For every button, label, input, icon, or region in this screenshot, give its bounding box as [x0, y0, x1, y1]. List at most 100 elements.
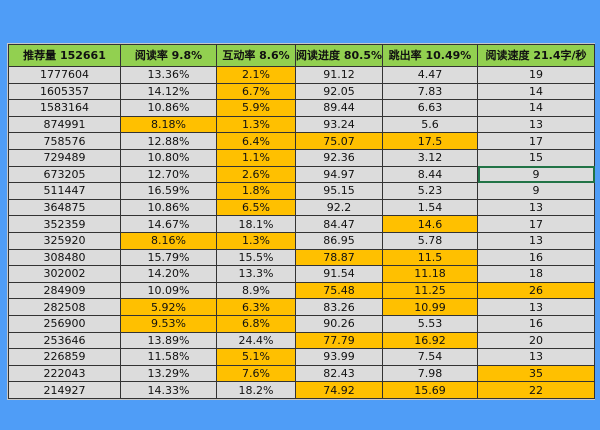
cell-interact-rate[interactable]: 2.6%: [216, 165, 296, 184]
cell-read-progress[interactable]: 91.54: [295, 265, 383, 283]
cell-interact-rate[interactable]: 6.5%: [216, 198, 296, 217]
cell-recommend[interactable]: 284909: [8, 281, 121, 300]
cell-recommend[interactable]: 1605357: [8, 82, 121, 101]
cell-read-progress[interactable]: 84.47: [295, 215, 383, 233]
cell-interact-rate[interactable]: 5.1%: [216, 348, 296, 366]
cell-interact-rate[interactable]: 1.3%: [216, 231, 296, 250]
cell-bounce-rate[interactable]: 5.23: [382, 182, 478, 200]
cell-read-progress[interactable]: 92.36: [295, 148, 383, 167]
cell-read-progress[interactable]: 92.05: [295, 82, 383, 101]
cell-read-progress[interactable]: 82.43: [295, 364, 383, 383]
cell-recommend[interactable]: 282508: [8, 298, 121, 316]
cell-recommend[interactable]: 352359: [8, 215, 121, 233]
cell-recommend[interactable]: 302002: [8, 265, 121, 283]
cell-recommend[interactable]: 226859: [8, 348, 121, 366]
cell-bounce-rate[interactable]: 6.63: [382, 99, 478, 117]
cell-recommend[interactable]: 222043: [8, 364, 121, 383]
cell-recommend[interactable]: 1583164: [8, 99, 121, 117]
column-header-interact-rate[interactable]: 互动率 8.6%: [216, 44, 296, 67]
cell-read-speed[interactable]: 22: [477, 381, 595, 399]
cell-read-rate[interactable]: 12.88%: [120, 132, 217, 150]
cell-bounce-rate[interactable]: 8.44: [382, 165, 478, 184]
cell-recommend[interactable]: 1777604: [8, 66, 121, 84]
cell-bounce-rate[interactable]: 17.5: [382, 132, 478, 150]
cell-read-progress[interactable]: 91.12: [295, 66, 383, 84]
cell-read-rate[interactable]: 15.79%: [120, 248, 217, 267]
cell-read-rate[interactable]: 13.36%: [120, 66, 217, 84]
cell-interact-rate[interactable]: 6.3%: [216, 298, 296, 316]
cell-bounce-rate[interactable]: 5.53: [382, 314, 478, 333]
cell-read-rate[interactable]: 14.33%: [120, 381, 217, 399]
cell-read-progress[interactable]: 77.79: [295, 331, 383, 350]
cell-read-rate[interactable]: 10.86%: [120, 198, 217, 217]
cell-interact-rate[interactable]: 24.4%: [216, 331, 296, 350]
cell-read-progress[interactable]: 75.48: [295, 281, 383, 300]
cell-read-speed[interactable]: 9: [477, 165, 595, 184]
cell-bounce-rate[interactable]: 15.69: [382, 381, 478, 399]
cell-recommend[interactable]: 758576: [8, 132, 121, 150]
cell-read-speed[interactable]: 16: [477, 248, 595, 267]
cell-read-speed[interactable]: 13: [477, 115, 595, 134]
cell-bounce-rate[interactable]: 11.18: [382, 265, 478, 283]
cell-recommend[interactable]: 256900: [8, 314, 121, 333]
cell-read-rate[interactable]: 16.59%: [120, 182, 217, 200]
cell-read-rate[interactable]: 14.20%: [120, 265, 217, 283]
cell-bounce-rate[interactable]: 11.5: [382, 248, 478, 267]
cell-bounce-rate[interactable]: 10.99: [382, 298, 478, 316]
cell-recommend[interactable]: 325920: [8, 231, 121, 250]
cell-read-speed[interactable]: 26: [477, 281, 595, 300]
cell-bounce-rate[interactable]: 16.92: [382, 331, 478, 350]
cell-read-speed[interactable]: 18: [477, 265, 595, 283]
cell-read-speed[interactable]: 13: [477, 298, 595, 316]
cell-bounce-rate[interactable]: 7.98: [382, 364, 478, 383]
cell-interact-rate[interactable]: 8.9%: [216, 281, 296, 300]
cell-read-rate[interactable]: 10.80%: [120, 148, 217, 167]
cell-bounce-rate[interactable]: 5.6: [382, 115, 478, 134]
cell-bounce-rate[interactable]: 3.12: [382, 148, 478, 167]
cell-bounce-rate[interactable]: 4.47: [382, 66, 478, 84]
cell-read-progress[interactable]: 78.87: [295, 248, 383, 267]
cell-interact-rate[interactable]: 15.5%: [216, 248, 296, 267]
cell-read-progress[interactable]: 86.95: [295, 231, 383, 250]
cell-recommend[interactable]: 364875: [8, 198, 121, 217]
column-header-recommend[interactable]: 推荐量 152661: [8, 44, 121, 67]
cell-read-progress[interactable]: 90.26: [295, 314, 383, 333]
cell-read-speed[interactable]: 17: [477, 132, 595, 150]
cell-interact-rate[interactable]: 1.1%: [216, 148, 296, 167]
cell-read-speed[interactable]: 14: [477, 82, 595, 101]
cell-read-rate[interactable]: 8.16%: [120, 231, 217, 250]
cell-read-rate[interactable]: 12.70%: [120, 165, 217, 184]
cell-read-speed[interactable]: 16: [477, 314, 595, 333]
cell-read-progress[interactable]: 89.44: [295, 99, 383, 117]
cell-read-speed[interactable]: 14: [477, 99, 595, 117]
cell-interact-rate[interactable]: 2.1%: [216, 66, 296, 84]
cell-read-rate[interactable]: 11.58%: [120, 348, 217, 366]
cell-read-progress[interactable]: 93.24: [295, 115, 383, 134]
cell-bounce-rate[interactable]: 1.54: [382, 198, 478, 217]
cell-recommend[interactable]: 874991: [8, 115, 121, 134]
cell-bounce-rate[interactable]: 14.6: [382, 215, 478, 233]
column-header-bounce-rate[interactable]: 跳出率 10.49%: [382, 44, 478, 67]
cell-read-speed[interactable]: 13: [477, 231, 595, 250]
cell-read-progress[interactable]: 93.99: [295, 348, 383, 366]
column-header-read-rate[interactable]: 阅读率 9.8%: [120, 44, 217, 67]
cell-read-rate[interactable]: 13.89%: [120, 331, 217, 350]
cell-read-progress[interactable]: 94.97: [295, 165, 383, 184]
cell-read-rate[interactable]: 13.29%: [120, 364, 217, 383]
cell-interact-rate[interactable]: 18.1%: [216, 215, 296, 233]
cell-read-speed[interactable]: 20: [477, 331, 595, 350]
column-header-read-progress[interactable]: 阅读进度 80.5%: [295, 44, 383, 67]
cell-bounce-rate[interactable]: 11.25: [382, 281, 478, 300]
cell-recommend[interactable]: 673205: [8, 165, 121, 184]
cell-interact-rate[interactable]: 1.8%: [216, 182, 296, 200]
cell-recommend[interactable]: 729489: [8, 148, 121, 167]
cell-interact-rate[interactable]: 18.2%: [216, 381, 296, 399]
cell-read-rate[interactable]: 8.18%: [120, 115, 217, 134]
column-header-read-speed[interactable]: 阅读速度 21.4字/秒: [477, 44, 595, 67]
cell-bounce-rate[interactable]: 7.83: [382, 82, 478, 101]
cell-read-speed[interactable]: 19: [477, 66, 595, 84]
cell-read-rate[interactable]: 10.09%: [120, 281, 217, 300]
cell-interact-rate[interactable]: 13.3%: [216, 265, 296, 283]
cell-interact-rate[interactable]: 5.9%: [216, 99, 296, 117]
cell-read-speed[interactable]: 13: [477, 198, 595, 217]
